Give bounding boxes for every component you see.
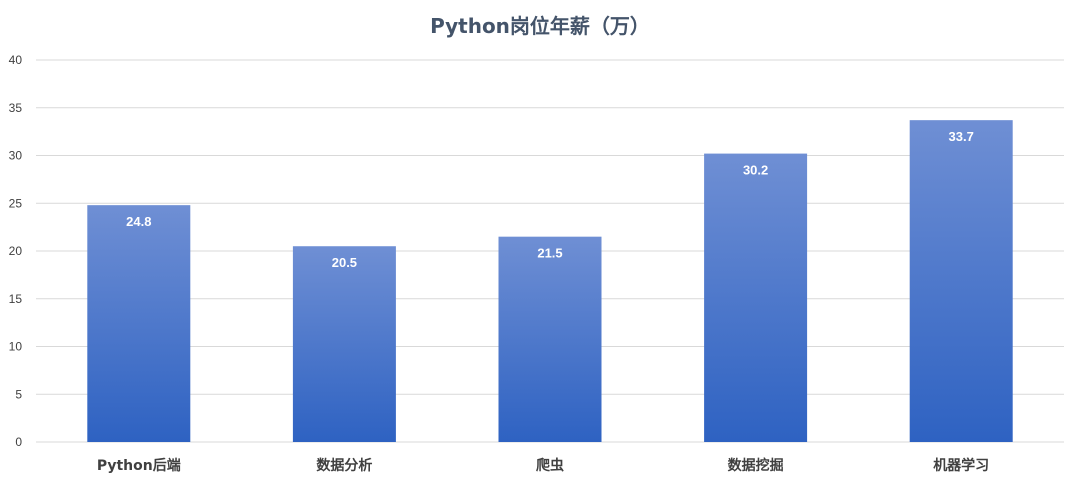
data-label: 24.8 — [126, 214, 151, 229]
y-axis-ticks: 0 5 10 15 20 25 30 35 40 — [9, 53, 23, 449]
x-axis-ticks: Python后端 数据分析 爬虫 数据挖掘 机器学习 — [97, 457, 989, 474]
bar — [909, 120, 1013, 442]
data-label: 30.2 — [743, 163, 768, 178]
x-tick-label: 机器学习 — [933, 457, 989, 474]
bar — [292, 246, 396, 442]
y-tick-label: 20 — [9, 244, 23, 258]
bar — [498, 236, 602, 442]
data-label: 33.7 — [949, 129, 974, 144]
data-labels: 24.8 20.5 21.5 30.2 33.7 — [126, 129, 974, 270]
bars — [87, 120, 1013, 442]
y-tick-label: 10 — [9, 340, 23, 354]
data-label: 20.5 — [332, 255, 357, 270]
x-tick-label: 爬虫 — [536, 457, 564, 474]
y-tick-label: 0 — [15, 435, 22, 449]
y-tick-label: 40 — [9, 53, 23, 67]
y-tick-label: 15 — [9, 292, 23, 306]
data-label: 21.5 — [537, 246, 562, 261]
y-tick-label: 5 — [15, 387, 22, 401]
x-tick-label: Python后端 — [97, 457, 181, 474]
y-tick-label: 35 — [9, 101, 23, 115]
y-tick-label: 30 — [9, 149, 23, 163]
chart-title: Python岗位年薪（万） — [430, 14, 650, 38]
bar — [87, 205, 191, 442]
bar — [704, 153, 808, 442]
x-tick-label: 数据分析 — [316, 457, 372, 474]
x-tick-label: 数据挖掘 — [728, 457, 784, 474]
y-tick-label: 25 — [9, 196, 23, 210]
